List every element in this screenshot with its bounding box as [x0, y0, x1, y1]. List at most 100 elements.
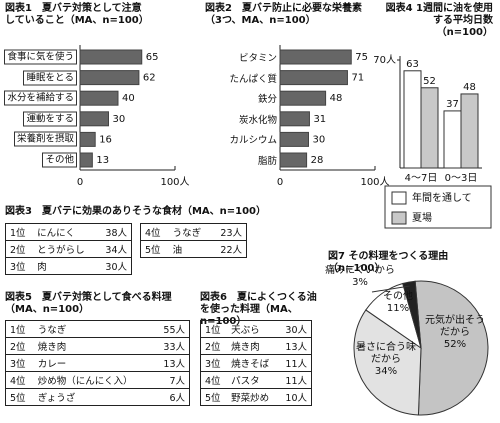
data-table: 1位 天ぷら 30人 2位 焼き肉 13人 3位 焼きそば 11人 4位 パスタ 11人 5位 野菜炒め 1…: [200, 320, 313, 406]
table-cell: 焼き肉: [33, 337, 155, 355]
value-label: 63: [406, 59, 419, 70]
value-label: 71: [351, 73, 364, 84]
table-row: 2位 焼き肉 13人: [200, 337, 313, 355]
category-label: 栄養剤を摂取: [13, 131, 77, 147]
data-table: 4位 うなぎ 23人 5位油 22人: [139, 223, 248, 258]
chart-title: 図表4 1週間に油を使用する平均日数（n=100）: [385, 3, 493, 38]
data-table: 1位 うなぎ 55人 2位 焼き肉 33人 3位 カレー 13人 4位 炒め物（にんにく入） 7人 5位…: [4, 320, 191, 406]
table-cell: 野菜炒め: [227, 388, 279, 406]
table-cell: 3位: [200, 354, 228, 372]
x-tick-label: 100人: [160, 176, 189, 188]
table-cell: うなぎ: [168, 223, 212, 241]
table-cell: ぎょうざ: [33, 388, 155, 406]
table-cell: 11人: [278, 371, 313, 389]
table-cell: パスタ: [227, 371, 279, 389]
legend-label: 夏場: [412, 211, 432, 224]
legend-label: 年間を通して: [412, 191, 472, 204]
category-label: 食事に気を使う: [4, 49, 77, 65]
category-label: ビタミン: [238, 53, 277, 64]
value-label: 75: [355, 52, 368, 63]
pie-label: 元気が出そうだから 52%: [422, 315, 488, 351]
value-label: 62: [143, 73, 156, 84]
pie-label-name: 元気が出そうだから: [425, 315, 485, 338]
table-cell: 2位: [5, 240, 34, 258]
x-tick-label: 100人: [360, 176, 389, 188]
table-cell: 3位: [5, 257, 34, 275]
bar: [79, 131, 96, 147]
value-label: 65: [146, 52, 159, 63]
table-row: 5位 ぎょうざ 6人: [4, 388, 191, 406]
table-cell: 13人: [278, 337, 313, 355]
category-label: 睡眠をとる: [23, 70, 77, 86]
bar: [279, 49, 352, 65]
pie-label-value: 34%: [374, 366, 398, 377]
value-label: 48: [463, 82, 476, 93]
pie-label: 暑さに合う味だから 34%: [356, 342, 416, 378]
bar: [460, 93, 479, 169]
table-cell: カレー: [33, 354, 155, 372]
bar: [79, 49, 143, 65]
value-label: 31: [313, 114, 326, 125]
table-cell: 焼き肉: [227, 337, 279, 355]
bar: [279, 152, 308, 168]
legend-swatch: [391, 211, 407, 225]
category-label: 水分を補給する: [4, 90, 77, 106]
table-cell: 11人: [278, 354, 313, 372]
table-row: 3位 焼きそば 11人: [200, 354, 313, 372]
table-row: 1位 にんにく 38人: [5, 223, 132, 241]
table-cell: 30人: [278, 320, 313, 338]
table-cell: 炒め物（にんにく入）: [33, 371, 155, 389]
table-cell: 肉: [33, 257, 97, 275]
table-cell: 4位: [4, 371, 34, 389]
value-label: 16: [99, 134, 112, 145]
bar: [79, 90, 119, 106]
pie-label-value: 52%: [443, 339, 467, 350]
pie-slice: [353, 309, 422, 416]
table-row: 2位 とうがらし 34人: [5, 240, 132, 258]
value-label: 37: [446, 99, 459, 110]
table-cell: 5位: [139, 240, 169, 258]
table-cell: 2位: [200, 337, 228, 355]
value-label: 52: [423, 76, 436, 87]
pie-label: 痛みにくいから 3%: [315, 265, 405, 289]
table-cell: 5位: [4, 388, 34, 406]
pie-slice: [414, 280, 489, 416]
table-row: 1位 うなぎ 55人: [4, 320, 191, 338]
table-row: 3位 カレー 13人: [4, 354, 191, 372]
table-cell: 4位: [200, 371, 228, 389]
table-cell: 55人: [154, 320, 191, 338]
table-cell: 22人: [211, 240, 248, 258]
pie-label-value: 3%: [352, 277, 368, 288]
pie-label: その他 11%: [378, 291, 418, 315]
table-row: 3位肉 30人: [5, 257, 132, 275]
table-row: 1位 天ぷら 30人: [200, 320, 313, 338]
data-table: 1位 にんにく 38人 2位 とうがらし 34人 3位肉 30人: [5, 223, 132, 275]
pie-label-name: その他: [383, 291, 413, 302]
pie-label-name: 暑さに合う味だから: [356, 342, 416, 365]
table-row: 5位 野菜炒め 10人: [200, 388, 313, 406]
category-label: 運動をする: [23, 111, 77, 127]
bar: [79, 152, 93, 168]
table-row: 4位 パスタ 11人: [200, 371, 313, 389]
category-label: カルシウム: [229, 135, 277, 147]
bar: [403, 70, 422, 169]
pie-label-name: 痛みにくいから: [325, 265, 395, 276]
table-cell: 1位: [200, 320, 228, 338]
y-tick-label: 70人: [373, 54, 396, 66]
table-cell: 2位: [4, 337, 34, 355]
table-cell: 6人: [154, 388, 191, 406]
table-cell: 23人: [211, 223, 248, 241]
chart-title: 図表1 夏バテ対策として注意していること（MA、n=100）: [5, 3, 149, 26]
pie-label-value: 11%: [386, 303, 410, 314]
legend-swatch: [391, 191, 407, 205]
bar: [443, 110, 462, 169]
chart-title: 図表2 夏バテ防止に必要な栄養素（3つ、MA、n=100）: [205, 3, 362, 26]
table-cell: 5位: [200, 388, 228, 406]
table-row: 5位油 22人: [139, 240, 248, 258]
value-label: 13: [96, 155, 109, 166]
category-label: 脂肪: [257, 156, 277, 167]
pie-slice: [402, 280, 422, 349]
category-label: 鉄分: [257, 94, 277, 106]
chart-title: 図7 その料理をつくる理由（n=100）: [328, 251, 449, 274]
